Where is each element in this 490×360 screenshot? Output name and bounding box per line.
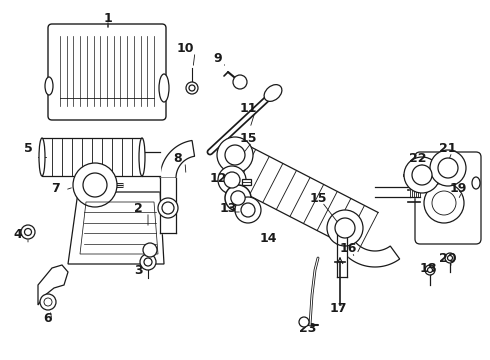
- Circle shape: [327, 210, 363, 246]
- Circle shape: [438, 158, 458, 178]
- Circle shape: [21, 225, 35, 239]
- Text: 23: 23: [299, 321, 317, 334]
- Text: 17: 17: [329, 302, 347, 315]
- Circle shape: [189, 85, 195, 91]
- Text: 20: 20: [439, 252, 457, 265]
- Bar: [42, 138, 142, 176]
- Text: 1: 1: [103, 12, 112, 24]
- Circle shape: [241, 203, 255, 217]
- Text: 2: 2: [134, 202, 143, 215]
- Circle shape: [404, 157, 440, 193]
- Text: 4: 4: [14, 229, 23, 242]
- Circle shape: [432, 191, 456, 215]
- Circle shape: [445, 253, 455, 263]
- Text: 3: 3: [134, 264, 142, 276]
- Circle shape: [424, 183, 464, 223]
- Circle shape: [225, 145, 245, 165]
- Circle shape: [186, 82, 198, 94]
- Text: 15: 15: [239, 131, 257, 144]
- Circle shape: [430, 150, 466, 186]
- FancyBboxPatch shape: [48, 24, 166, 120]
- Circle shape: [162, 202, 174, 214]
- Circle shape: [218, 166, 246, 194]
- Text: 14: 14: [259, 231, 277, 244]
- Text: 8: 8: [173, 152, 182, 165]
- Polygon shape: [160, 140, 195, 178]
- Text: 16: 16: [339, 242, 357, 255]
- Circle shape: [158, 198, 178, 218]
- Text: 19: 19: [449, 181, 466, 194]
- Text: 10: 10: [176, 41, 194, 54]
- Circle shape: [140, 254, 156, 270]
- Circle shape: [44, 298, 52, 306]
- Text: 9: 9: [214, 51, 222, 64]
- Polygon shape: [334, 229, 400, 267]
- Ellipse shape: [264, 85, 282, 102]
- Text: 11: 11: [239, 102, 257, 114]
- Ellipse shape: [45, 77, 53, 95]
- Circle shape: [335, 218, 355, 238]
- Ellipse shape: [472, 177, 480, 189]
- Circle shape: [299, 317, 309, 327]
- Circle shape: [144, 258, 152, 266]
- Bar: [242, 179, 251, 185]
- Text: 12: 12: [209, 171, 227, 184]
- Text: 5: 5: [24, 141, 32, 154]
- Circle shape: [425, 265, 435, 275]
- Circle shape: [235, 197, 261, 223]
- Text: 7: 7: [50, 181, 59, 194]
- FancyBboxPatch shape: [415, 152, 481, 244]
- Circle shape: [143, 243, 157, 257]
- Ellipse shape: [39, 138, 45, 176]
- Ellipse shape: [139, 138, 145, 176]
- Polygon shape: [222, 143, 378, 252]
- Circle shape: [412, 165, 432, 185]
- Text: 18: 18: [419, 261, 437, 274]
- Circle shape: [233, 75, 247, 89]
- Text: 15: 15: [309, 192, 327, 204]
- Text: 22: 22: [409, 152, 427, 165]
- Text: 21: 21: [439, 141, 457, 154]
- Text: 6: 6: [44, 311, 52, 324]
- Circle shape: [225, 185, 251, 211]
- Circle shape: [427, 267, 433, 273]
- Ellipse shape: [159, 74, 169, 102]
- Circle shape: [24, 229, 31, 235]
- Circle shape: [447, 256, 452, 261]
- Circle shape: [224, 172, 240, 188]
- Circle shape: [83, 173, 107, 197]
- Circle shape: [40, 294, 56, 310]
- Polygon shape: [38, 265, 68, 305]
- Circle shape: [231, 191, 245, 205]
- Circle shape: [217, 137, 253, 173]
- Text: 13: 13: [220, 202, 237, 215]
- Polygon shape: [68, 192, 164, 264]
- Circle shape: [73, 163, 117, 207]
